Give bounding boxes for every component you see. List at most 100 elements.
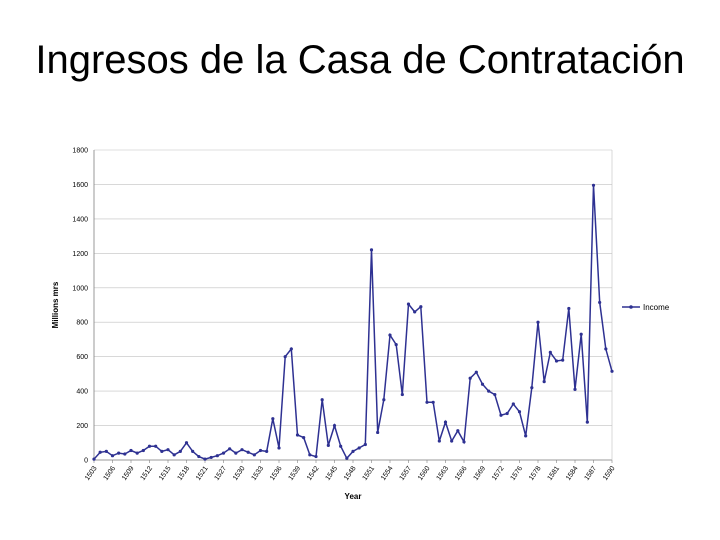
data-point xyxy=(536,320,540,324)
data-point xyxy=(573,387,577,391)
x-tick-label: 1539 xyxy=(287,465,302,482)
data-point xyxy=(456,429,460,433)
y-tick-label: 1200 xyxy=(72,251,88,258)
data-point xyxy=(265,449,269,453)
y-tick-label: 0 xyxy=(84,458,88,465)
x-tick-label: 1578 xyxy=(528,465,543,482)
data-point xyxy=(104,449,108,453)
data-point xyxy=(382,398,386,402)
y-tick-label: 600 xyxy=(76,354,88,361)
x-tick-label: 1509 xyxy=(121,465,136,482)
data-point xyxy=(591,183,596,187)
data-point xyxy=(598,300,602,305)
data-point xyxy=(283,355,287,359)
data-point xyxy=(184,441,189,445)
data-point xyxy=(468,376,472,380)
y-tick-label: 1800 xyxy=(72,148,88,155)
data-point xyxy=(499,413,503,417)
data-point xyxy=(98,450,102,454)
y-tick-label: 200 xyxy=(76,423,88,430)
x-tick-label: 1584 xyxy=(565,465,580,482)
x-tick-label: 1533 xyxy=(250,465,265,482)
data-point xyxy=(437,439,441,443)
x-tick-label: 1560 xyxy=(417,465,432,482)
data-point xyxy=(462,440,466,444)
data-point xyxy=(548,350,552,354)
data-point xyxy=(443,420,448,424)
x-tick-label: 1572 xyxy=(491,465,506,482)
data-point xyxy=(141,448,145,453)
data-point xyxy=(209,455,213,460)
data-point xyxy=(413,310,417,314)
data-point xyxy=(511,402,515,406)
y-tick-label: 400 xyxy=(76,389,88,396)
data-point xyxy=(221,451,226,455)
y-tick-label: 1600 xyxy=(72,182,88,189)
data-point xyxy=(135,451,139,455)
data-point xyxy=(240,448,244,452)
data-point xyxy=(203,457,207,461)
x-axis-title: Year xyxy=(345,492,362,501)
x-tick-label: 1545 xyxy=(324,465,339,482)
data-point xyxy=(258,448,263,453)
x-tick-label: 1518 xyxy=(176,465,191,482)
slide-title: Ingresos de la Casa de Contratación xyxy=(35,38,685,82)
data-point xyxy=(480,382,485,386)
x-tick-label: 1563 xyxy=(435,465,450,482)
data-point xyxy=(376,430,380,435)
data-point xyxy=(178,449,182,453)
y-tick-labels: 0 200 400 600 800 1000 1200 1400 1600 1800 xyxy=(72,148,88,465)
data-point xyxy=(320,398,324,402)
data-point xyxy=(530,386,534,390)
data-point xyxy=(302,436,306,440)
data-point xyxy=(172,453,176,457)
data-point xyxy=(585,420,589,424)
data-point xyxy=(487,389,491,393)
x-tick-label: 1566 xyxy=(454,465,469,482)
data-point xyxy=(554,359,559,363)
data-point xyxy=(117,451,121,455)
x-tick-label: 1551 xyxy=(361,465,376,482)
x-tick-label: 1506 xyxy=(102,465,117,482)
data-point xyxy=(191,449,195,453)
legend-marker-income xyxy=(629,305,633,309)
data-point xyxy=(406,302,411,306)
data-point xyxy=(474,370,478,374)
y-axis-title: Millions mrs xyxy=(51,281,60,328)
data-point xyxy=(604,347,608,351)
data-point xyxy=(363,442,367,447)
x-tick-label: 1557 xyxy=(398,465,413,482)
data-point xyxy=(326,443,330,447)
x-tick-label: 1576 xyxy=(509,465,524,482)
data-point xyxy=(425,400,429,404)
data-point xyxy=(308,453,312,457)
data-point xyxy=(246,450,250,454)
data-point xyxy=(147,444,152,448)
data-point xyxy=(154,444,158,448)
y-tick-label: 800 xyxy=(76,320,88,327)
data-point xyxy=(110,454,115,458)
data-point xyxy=(524,434,528,438)
data-point xyxy=(517,410,522,414)
x-tick-label: 1581 xyxy=(546,465,561,482)
axes xyxy=(93,150,613,463)
x-tick-label: 1521 xyxy=(195,465,210,482)
data-point xyxy=(92,457,96,461)
data-point xyxy=(369,248,374,252)
data-point xyxy=(332,423,337,428)
x-tick-label: 1512 xyxy=(139,465,154,482)
data-point xyxy=(129,448,133,453)
y-tick-label: 1000 xyxy=(72,285,88,292)
data-point xyxy=(166,448,170,452)
data-point xyxy=(419,305,423,309)
data-point xyxy=(123,452,127,456)
data-point xyxy=(394,343,398,347)
data-point xyxy=(579,332,583,336)
data-point xyxy=(197,454,201,459)
grid-lines xyxy=(94,149,612,461)
data-point xyxy=(351,449,355,453)
data-point xyxy=(388,333,392,337)
x-tick-label: 1530 xyxy=(232,465,247,482)
data-point xyxy=(357,446,361,450)
x-tick-label: 1503 xyxy=(84,465,99,482)
